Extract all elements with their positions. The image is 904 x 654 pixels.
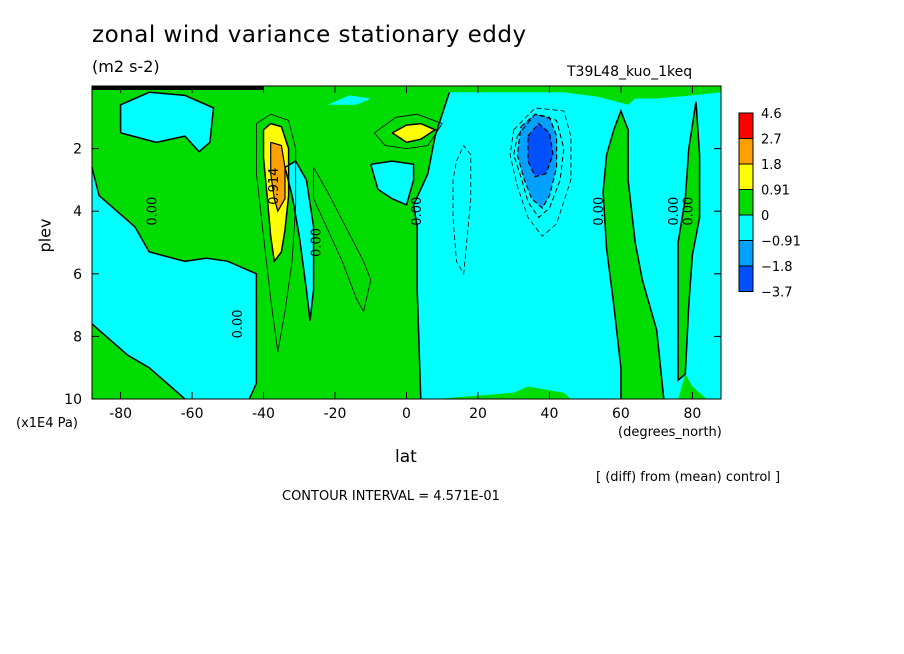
diff-note: [ (diff) from (mean) control ]	[596, 470, 781, 485]
contour-line-5	[412, 92, 451, 400]
contour-label-5: 0.00	[592, 197, 607, 226]
y-tick-label-4: 10	[64, 392, 82, 408]
y-axis-unit: (x1E4 Pa)	[16, 416, 78, 431]
colorbar-label-1: 2.7	[761, 133, 782, 148]
run-label: T39L48_kuo_1keq	[567, 64, 693, 80]
chart-title: zonal wind variance stationary eddy	[92, 22, 527, 48]
contour-line-10	[391, 122, 437, 144]
contour-label-4: 0.00	[410, 197, 425, 226]
contour-line-14	[452, 144, 472, 276]
x-tick-label-6: 40	[541, 406, 559, 422]
contour-line-12	[313, 167, 372, 313]
colorbar-swatch-4	[738, 214, 754, 241]
region-cyan-top-sh	[120, 92, 214, 152]
contour-line-2	[284, 160, 315, 321]
colorbar-label-4: 0	[761, 209, 769, 224]
contour-line-17	[516, 113, 558, 210]
x-tick-label-0: -80	[109, 406, 132, 422]
region-green-strip-nh-78	[678, 101, 700, 381]
colorbar-swatch-0	[738, 112, 754, 139]
x-tick-label-2: -40	[252, 406, 275, 422]
region-green-strip-nh-60	[606, 111, 643, 281]
y-tick-label-3: 8	[73, 329, 82, 345]
x-tick-label-8: 80	[683, 406, 701, 422]
contour-label-3: 0.00	[310, 228, 325, 257]
contour-line-15	[509, 107, 572, 237]
contour-line-6	[602, 154, 622, 399]
x-axis-label: lat	[395, 447, 417, 467]
chart-units: (m2 s-2)	[92, 57, 160, 76]
colorbar-swatch-1	[738, 138, 754, 165]
contour-line-19	[270, 141, 286, 213]
region-blue-core-nh	[528, 123, 553, 177]
contour-line-3	[119, 91, 215, 153]
colorbar-label-3: 0.91	[761, 184, 790, 199]
colorbar-swatch-3	[738, 189, 754, 216]
region-cyan-nh-main	[413, 92, 721, 400]
x-tick-label-5: 20	[469, 406, 487, 422]
colorbar-label-5: −0.91	[761, 235, 801, 250]
contour-line-1	[91, 323, 186, 400]
contour-label-7: 0.00	[681, 197, 696, 226]
colorbar-label-0: 4.6	[761, 107, 782, 122]
contour-line-8	[677, 101, 701, 382]
contour-line-9	[262, 122, 290, 264]
contour-line-11	[255, 113, 297, 353]
colorbar-label-6: −1.8	[761, 260, 793, 275]
y-tick-label-0: 2	[73, 142, 82, 158]
y-tick-label-2: 6	[73, 267, 82, 283]
contour-label-1: 0.00	[231, 309, 246, 338]
contour-line-18	[527, 122, 554, 178]
contour-line-4	[370, 160, 415, 206]
contour-label-2: 0.914	[267, 168, 282, 205]
contour-label-6: 0.00	[667, 197, 682, 226]
contour-line-7	[605, 108, 665, 400]
region-cyan-wedge-center	[370, 161, 414, 205]
x-tick-label-4: 0	[402, 406, 411, 422]
region-cyan-upper-center	[327, 95, 371, 105]
x-tick-label-7: 60	[612, 406, 630, 422]
x-axis-unit: (degrees_north)	[618, 425, 722, 440]
region-orange-core-sh	[270, 142, 285, 212]
contour-line-13	[373, 113, 443, 150]
colorbar-swatch-6	[738, 265, 754, 292]
region-yellow-blob-equator	[392, 123, 436, 143]
contour-label-0: 0.00	[145, 197, 160, 226]
colorbar-label-7: −3.7	[761, 286, 793, 301]
region-cyan-column-sh	[285, 161, 314, 321]
colorbar-swatch-5	[738, 240, 754, 267]
x-tick-label-1: -60	[181, 406, 204, 422]
contour-line-0	[91, 167, 258, 400]
x-tick-label-3: -20	[324, 406, 347, 422]
colorbar-swatch-2	[738, 163, 754, 190]
contour-interval: CONTOUR INTERVAL = 4.571E-01	[282, 489, 500, 504]
colorbar-label-2: 1.8	[761, 158, 782, 173]
y-tick-label-1: 4	[73, 204, 82, 220]
